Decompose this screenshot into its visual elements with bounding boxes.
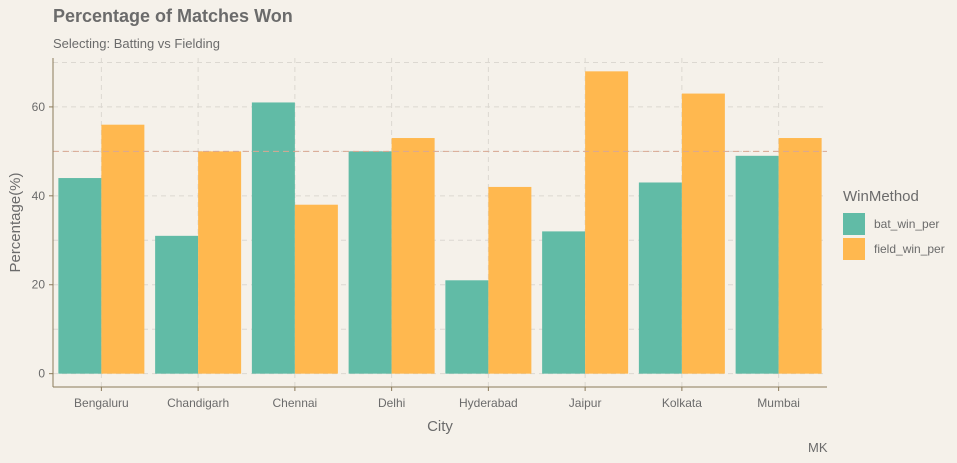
bar-bat_win_per-kolkata — [638, 182, 682, 374]
x-tick-label: Chandigarh — [167, 396, 229, 410]
legend-swatch-bat — [843, 212, 865, 235]
y-tick-label: 40 — [32, 189, 46, 203]
bar-field_win_per-hyderabad — [488, 186, 532, 374]
bar-bat_win_per-jaipur — [542, 231, 586, 374]
y-tick-label: 60 — [32, 100, 46, 114]
bar-bat_win_per-chandigarh — [155, 235, 199, 374]
bar-bat_win_per-hyderabad — [445, 280, 489, 374]
x-tick-label: Chennai — [273, 396, 318, 410]
bar-field_win_per-bengaluru — [101, 124, 145, 374]
bar-bat_win_per-delhi — [348, 151, 392, 374]
legend-swatch-field — [843, 237, 865, 260]
legend-label-bat: bat_win_per — [874, 216, 940, 231]
x-tick-label: Bengaluru — [74, 396, 129, 410]
bar-field_win_per-chandigarh — [198, 151, 242, 374]
y-tick-label: 0 — [38, 367, 45, 381]
x-tick-label: Hyderabad — [459, 396, 518, 410]
bar-field_win_per-jaipur — [585, 71, 629, 374]
axes: 0 20 40 60 Bengaluru Chandigarh Chennai Delhi Hy… — [32, 58, 827, 410]
bar-bat_win_per-mumbai — [735, 155, 779, 374]
chart-subtitle: Selecting: Batting vs Fielding — [53, 36, 220, 51]
bar-field_win_per-delhi — [391, 138, 435, 374]
x-tick-label: Delhi — [378, 396, 405, 410]
chart-title: Percentage of Matches Won — [53, 6, 293, 26]
y-tick-label: 20 — [32, 278, 46, 292]
legend: WinMethod bat_win_per field_win_per — [843, 188, 945, 261]
legend-item-bat: bat_win_per — [843, 211, 945, 236]
x-tick-label: Jaipur — [569, 396, 602, 410]
legend-item-field: field_win_per — [843, 236, 945, 261]
x-tick-label: Mumbai — [757, 396, 800, 410]
bars — [58, 71, 822, 374]
bar-field_win_per-chennai — [294, 204, 338, 374]
x-axis-label: City — [427, 418, 453, 435]
y-axis-label: Percentage(%) — [7, 172, 24, 272]
x-tick-label: Kolkata — [662, 396, 702, 410]
legend-title: WinMethod — [843, 188, 919, 205]
legend-label-field: field_win_per — [874, 241, 945, 256]
caption: MK — [808, 440, 828, 455]
bar-bat_win_per-bengaluru — [58, 178, 102, 374]
bar-bat_win_per-chennai — [251, 102, 295, 374]
bar-field_win_per-kolkata — [681, 93, 725, 374]
bar-field_win_per-mumbai — [778, 138, 822, 374]
